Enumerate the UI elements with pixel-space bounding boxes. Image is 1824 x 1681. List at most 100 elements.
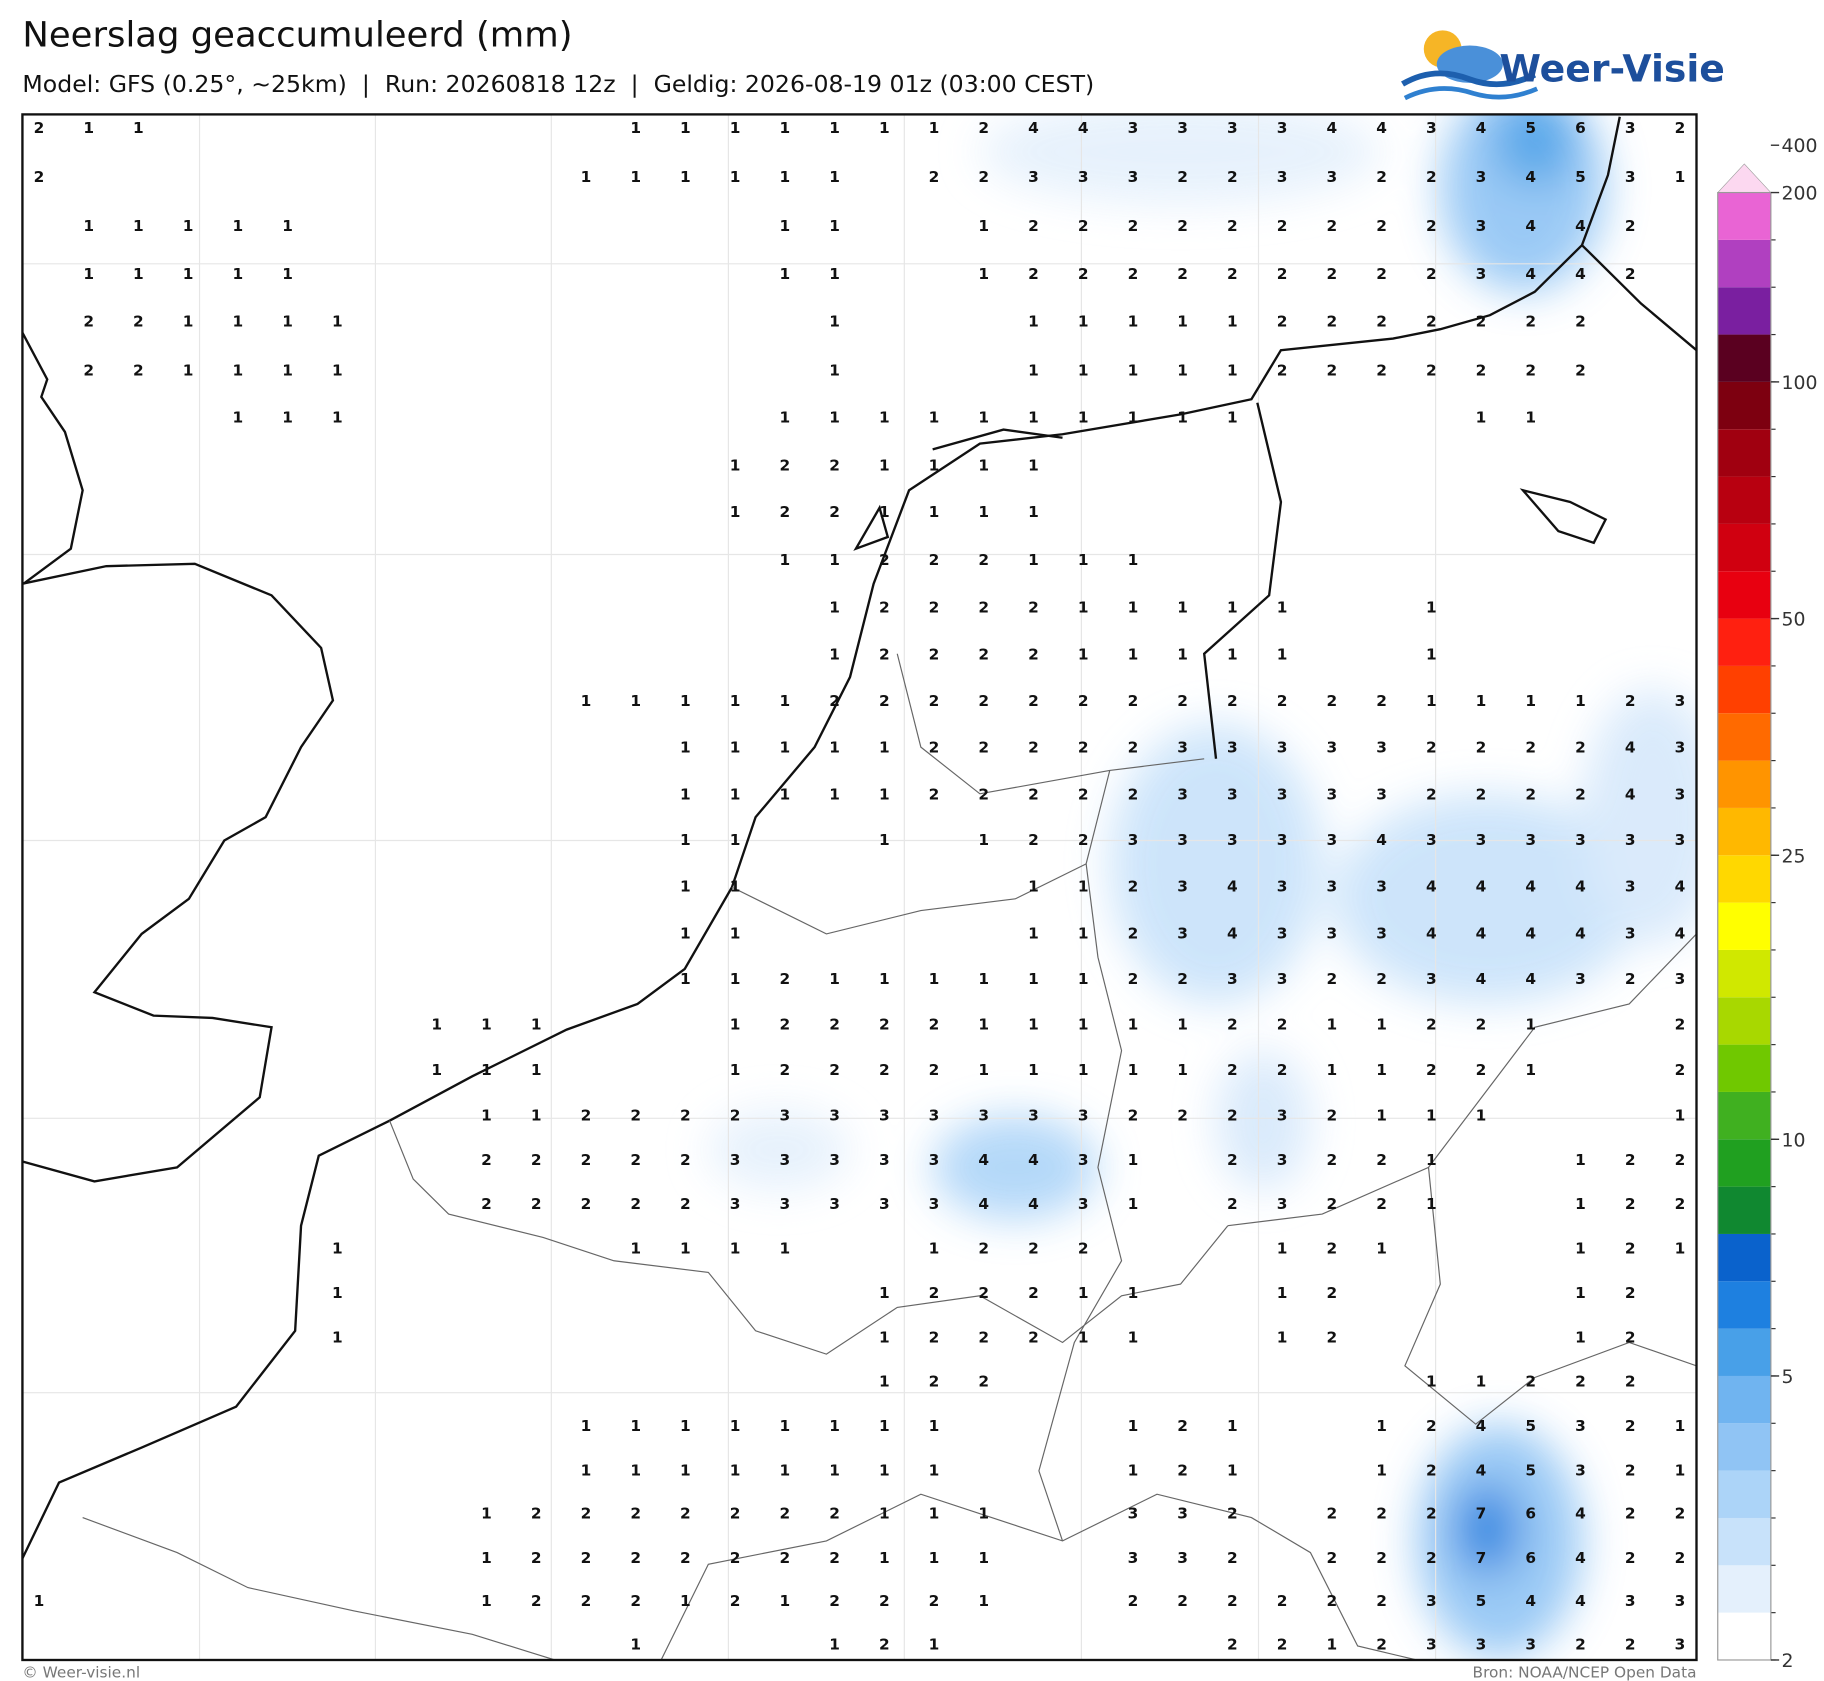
grid-value: 1 bbox=[978, 1549, 989, 1567]
grid-value: 2 bbox=[879, 551, 890, 569]
grid-value: 2 bbox=[83, 362, 94, 380]
grid-value: 2 bbox=[1675, 119, 1686, 137]
grid-value: 2 bbox=[1625, 1328, 1636, 1346]
grid-value: 4 bbox=[1426, 924, 1437, 942]
grid-value: 7 bbox=[1476, 1549, 1487, 1567]
grid-value: 2 bbox=[1078, 1240, 1089, 1258]
grid-value: 3 bbox=[1675, 831, 1686, 849]
colorbar-swatch bbox=[1717, 1091, 1771, 1140]
grid-value: 3 bbox=[929, 1107, 940, 1125]
grid-value: 1 bbox=[730, 786, 741, 804]
grid-value: 1 bbox=[1426, 1195, 1437, 1213]
grid-value: 1 bbox=[332, 1328, 343, 1346]
grid-value: 2 bbox=[1376, 1549, 1387, 1567]
grid-value: 4 bbox=[1575, 1505, 1586, 1523]
grid-value: 1 bbox=[481, 1015, 492, 1033]
grid-value: 2 bbox=[730, 1505, 741, 1523]
grid-value: 3 bbox=[879, 1195, 890, 1213]
grid-value: 2 bbox=[1625, 1373, 1636, 1391]
grid-value: 2 bbox=[829, 692, 840, 710]
grid-value: 3 bbox=[1575, 970, 1586, 988]
coastline bbox=[22, 116, 1697, 1559]
grid-value: 2 bbox=[1575, 786, 1586, 804]
grid-value: 2 bbox=[1078, 265, 1089, 283]
grid-value: 3 bbox=[1476, 265, 1487, 283]
grid-value: 2 bbox=[1675, 1195, 1686, 1213]
grid-value: 2 bbox=[780, 1505, 791, 1523]
grid-value: 1 bbox=[332, 362, 343, 380]
grid-value: 2 bbox=[531, 1549, 542, 1567]
grid-value: 1 bbox=[1476, 408, 1487, 426]
grid-value: 2 bbox=[978, 692, 989, 710]
grid-value: 1 bbox=[133, 265, 144, 283]
grid-value: 2 bbox=[1525, 786, 1536, 804]
grid-value: 1 bbox=[481, 1592, 492, 1610]
grid-value: 1 bbox=[1675, 1107, 1686, 1125]
grid-value: 2 bbox=[680, 1151, 691, 1169]
grid-value: 1 bbox=[481, 1505, 492, 1523]
grid-value: 2 bbox=[1128, 217, 1139, 235]
grid-value: 2 bbox=[1426, 313, 1437, 331]
grid-value: 2 bbox=[1625, 1505, 1636, 1523]
grid-value: 2 bbox=[1625, 1461, 1636, 1479]
grid-value: 2 bbox=[1177, 1107, 1188, 1125]
grid-value: 2 bbox=[1426, 217, 1437, 235]
grid-value: 3 bbox=[1227, 739, 1238, 757]
grid-value: 3 bbox=[1177, 119, 1188, 137]
grid-value: 2 bbox=[1177, 1417, 1188, 1435]
grid-value: 1 bbox=[481, 1549, 492, 1567]
borders bbox=[82, 653, 1697, 1660]
grid-value: 1 bbox=[233, 362, 244, 380]
grid-value: 2 bbox=[1476, 786, 1487, 804]
grid-value: 2 bbox=[1128, 786, 1139, 804]
grid-value: 1 bbox=[879, 739, 890, 757]
grid-value: 1 bbox=[730, 1417, 741, 1435]
grid-value: 2 bbox=[978, 645, 989, 663]
grid-value: 2 bbox=[630, 1195, 641, 1213]
grid-value: 2 bbox=[879, 599, 890, 617]
grid-value: 3 bbox=[1476, 168, 1487, 186]
colorbar-tick-label: 25 bbox=[1781, 846, 1805, 867]
grid-value: 2 bbox=[1177, 168, 1188, 186]
colorbar-swatch bbox=[1717, 997, 1771, 1045]
grid-value: 2 bbox=[1277, 265, 1288, 283]
grid-value: 2 bbox=[730, 1592, 741, 1610]
colorbar-swatch bbox=[1717, 1044, 1771, 1092]
grid-value: 1 bbox=[780, 168, 791, 186]
grid-value: 1 bbox=[680, 970, 691, 988]
colorbar-swatch bbox=[1717, 949, 1771, 998]
grid-value: 1 bbox=[829, 599, 840, 617]
grid-value: 2 bbox=[1326, 970, 1337, 988]
grid-value: 2 bbox=[1625, 217, 1636, 235]
grid-value: 1 bbox=[680, 831, 691, 849]
grid-value: 2 bbox=[630, 1107, 641, 1125]
grid-value: 1 bbox=[680, 692, 691, 710]
grid-value: 2 bbox=[83, 313, 94, 331]
grid-value: 1 bbox=[1128, 1015, 1139, 1033]
grid-value: 1 bbox=[829, 313, 840, 331]
grid-value: 2 bbox=[1376, 1195, 1387, 1213]
grid-value: 4 bbox=[1525, 878, 1536, 896]
grid-value: 3 bbox=[1227, 786, 1238, 804]
colorbar-swatch bbox=[1717, 1281, 1771, 1329]
grid-value: 2 bbox=[1277, 217, 1288, 235]
grid-value: 1 bbox=[1277, 1240, 1288, 1258]
grid-value: 1 bbox=[1128, 1328, 1139, 1346]
grid-value: 1 bbox=[829, 645, 840, 663]
grid-value: 2 bbox=[1227, 217, 1238, 235]
grid-value: 1 bbox=[581, 1461, 592, 1479]
grid-value: 1 bbox=[1078, 313, 1089, 331]
graticule bbox=[22, 114, 1697, 1660]
logo: Weer-Visie bbox=[1401, 30, 1725, 101]
grid-value: 3 bbox=[1675, 692, 1686, 710]
grid-value: 3 bbox=[1227, 119, 1238, 137]
grid-value: 3 bbox=[1376, 878, 1387, 896]
grid-value: 3 bbox=[829, 1151, 840, 1169]
grid-value: 3 bbox=[879, 1151, 890, 1169]
grid-value: 3 bbox=[1277, 831, 1288, 849]
grid-value: 3 bbox=[1376, 786, 1387, 804]
grid-value: 1 bbox=[829, 408, 840, 426]
grid-value: 4 bbox=[978, 1151, 989, 1169]
grid-value: 1 bbox=[1575, 1195, 1586, 1213]
grid-value: 2 bbox=[1675, 1061, 1686, 1079]
